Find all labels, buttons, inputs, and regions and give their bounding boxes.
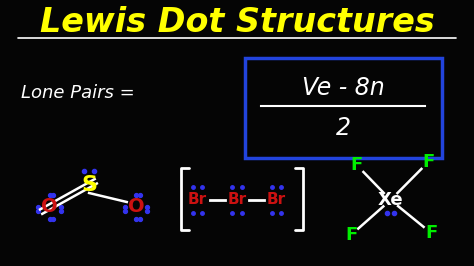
Text: Lewis Dot Structures: Lewis Dot Structures (40, 6, 434, 39)
Text: Lone Pairs =: Lone Pairs = (21, 84, 135, 102)
Text: Ve - 8n: Ve - 8n (302, 76, 385, 100)
Text: Xe: Xe (378, 191, 403, 209)
Text: Br: Br (267, 193, 286, 207)
Text: F: F (345, 226, 357, 244)
Text: S: S (81, 175, 97, 195)
Text: 2: 2 (336, 116, 351, 140)
Bar (245, 58, 442, 158)
Text: O: O (41, 197, 58, 217)
Text: F: F (422, 153, 434, 171)
Text: F: F (425, 224, 437, 242)
Text: Br: Br (228, 193, 246, 207)
Text: Br: Br (188, 193, 207, 207)
Text: O: O (128, 197, 145, 217)
Text: F: F (351, 156, 363, 174)
